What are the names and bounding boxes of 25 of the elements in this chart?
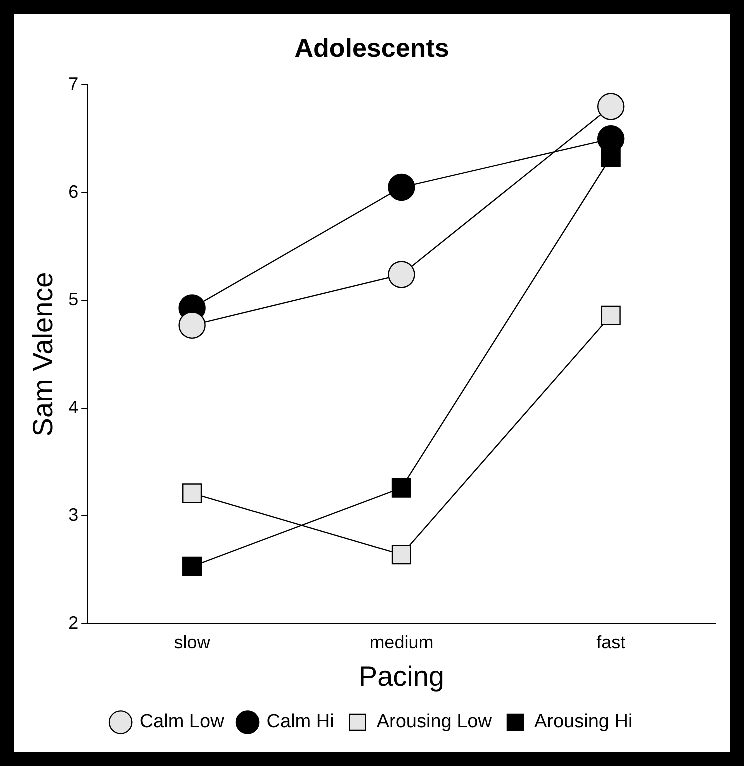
legend-label: Calm Low (140, 712, 225, 733)
point (392, 478, 412, 498)
y-tick-label: 6 (68, 182, 79, 202)
y-tick-label: 5 (68, 290, 79, 310)
point (601, 306, 621, 326)
chart-title: Adolescents (294, 32, 450, 63)
y-axis-title: Sam Valence (28, 272, 59, 437)
legend-label: Arousing Hi (534, 712, 633, 733)
x-tick-label: slow (174, 632, 212, 653)
y-tick-label: 3 (68, 505, 79, 526)
point (598, 93, 625, 120)
x-tick-label: fast (596, 632, 626, 653)
legend-label: Arousing Low (376, 712, 492, 733)
point (182, 484, 202, 504)
y-tick-label: 4 (68, 397, 79, 418)
y-tick-label: 7 (68, 74, 79, 94)
point (182, 556, 202, 576)
point (388, 261, 416, 288)
point (388, 174, 416, 202)
x-axis-title: Pacing (358, 660, 445, 692)
y-tick-label: 2 (68, 612, 79, 633)
x-tick-label: medium (370, 632, 434, 653)
legend-label: Calm Hi (266, 712, 334, 733)
point (392, 545, 412, 565)
point (178, 312, 206, 340)
